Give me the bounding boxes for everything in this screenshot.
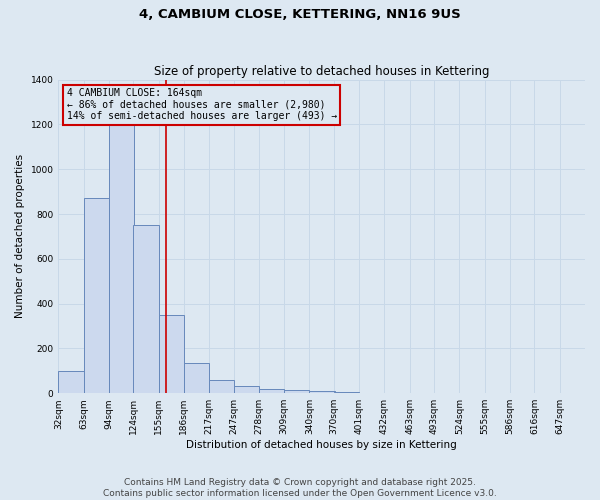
Bar: [184, 363, 209, 393]
Bar: [58, 371, 83, 393]
X-axis label: Distribution of detached houses by size in Kettering: Distribution of detached houses by size …: [187, 440, 457, 450]
Bar: [310, 391, 335, 393]
Bar: [158, 315, 184, 393]
Bar: [233, 386, 259, 393]
Bar: [259, 388, 284, 393]
Title: Size of property relative to detached houses in Kettering: Size of property relative to detached ho…: [154, 66, 490, 78]
Text: Contains HM Land Registry data © Crown copyright and database right 2025.
Contai: Contains HM Land Registry data © Crown c…: [103, 478, 497, 498]
Text: 4 CAMBIUM CLOSE: 164sqm
← 86% of detached houses are smaller (2,980)
14% of semi: 4 CAMBIUM CLOSE: 164sqm ← 86% of detache…: [67, 88, 337, 121]
Y-axis label: Number of detached properties: Number of detached properties: [15, 154, 25, 318]
Bar: [83, 198, 109, 393]
Text: 4, CAMBIUM CLOSE, KETTERING, NN16 9US: 4, CAMBIUM CLOSE, KETTERING, NN16 9US: [139, 8, 461, 20]
Bar: [209, 380, 235, 393]
Bar: [284, 390, 310, 393]
Bar: [133, 225, 158, 393]
Bar: [109, 118, 134, 393]
Bar: [334, 392, 359, 393]
